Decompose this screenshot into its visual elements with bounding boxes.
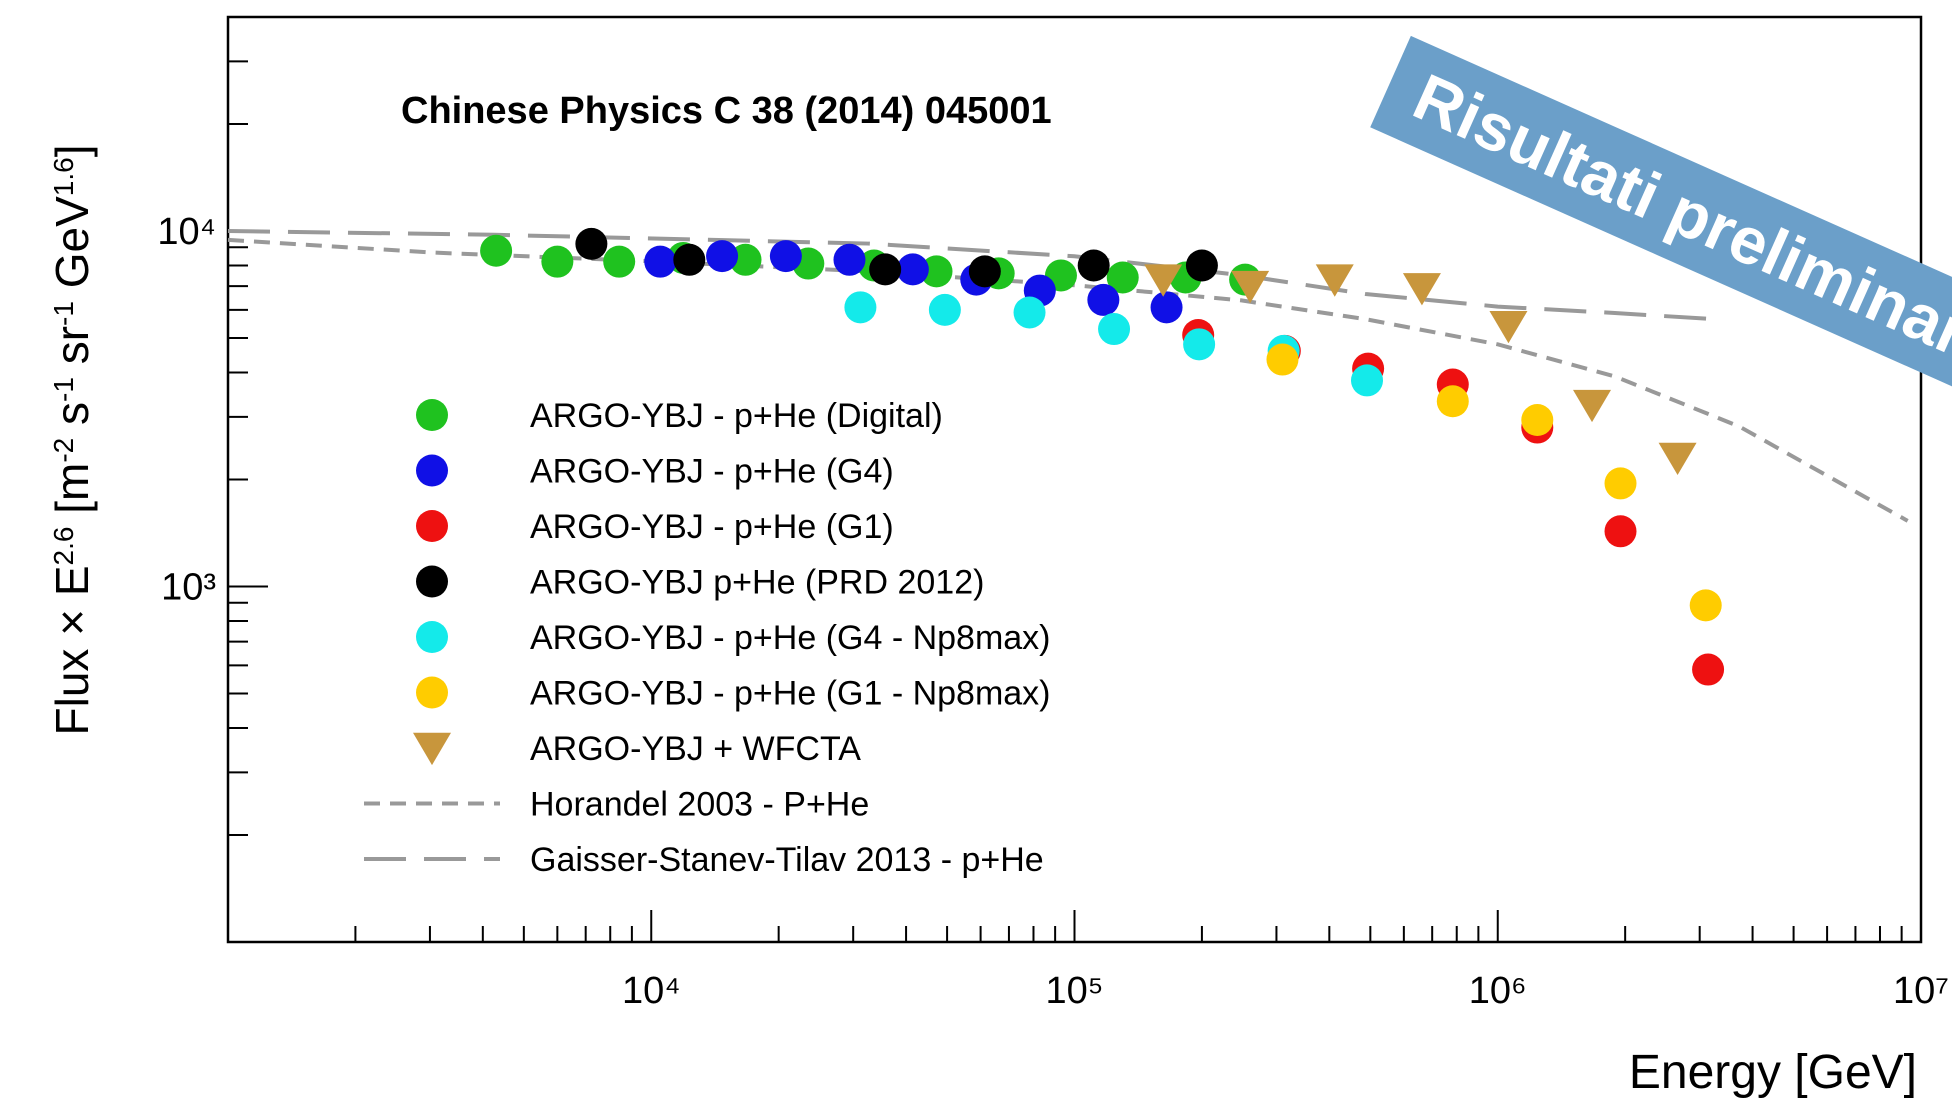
legend-label: ARGO-YBJ - p+He (G1) — [530, 508, 894, 546]
y-label-part: sr — [46, 326, 98, 377]
legend-entry: ARGO-YBJ - p+He (Digital) — [416, 397, 943, 435]
legend-label: ARGO-YBJ + WFCTA — [530, 730, 861, 768]
y-tick-label: 10⁴ — [157, 211, 216, 253]
y-axis-label: Flux × E2.6 [m-2 s-1 sr-1 GeV1.6] — [46, 145, 98, 736]
data-point — [1098, 313, 1130, 345]
data-point — [1690, 589, 1722, 621]
data-point — [541, 246, 573, 278]
legend-label: ARGO-YBJ - p+He (G4 - Np8max) — [530, 619, 1051, 657]
x-tick-label: 10⁷ — [1893, 970, 1949, 1012]
data-point — [1351, 364, 1383, 396]
y-tick-label: 10³ — [161, 567, 216, 609]
legend-entry: ARGO-YBJ - p+He (G4 - Np8max) — [416, 619, 1051, 657]
data-point — [833, 244, 865, 276]
y-label-part: ] — [46, 145, 98, 158]
data-point — [869, 253, 901, 285]
banner: Risultati preliminari — [1370, 36, 1952, 493]
data-point — [1316, 264, 1354, 296]
data-point — [1489, 311, 1527, 343]
data-point — [1573, 390, 1611, 422]
chart: Chinese Physics C 38 (2014) 045001 Energ… — [0, 0, 1952, 1105]
legend-label: Gaisser-Stanev-Tilav 2013 - p+He — [530, 841, 1044, 879]
legend-label: ARGO-YBJ p+He (PRD 2012) — [530, 564, 984, 602]
annotation: Chinese Physics C 38 (2014) 045001 — [401, 90, 1052, 132]
legend-entry: ARGO-YBJ + WFCTA — [413, 730, 861, 768]
data-point — [603, 246, 635, 278]
data-point — [1437, 385, 1469, 417]
legend-marker — [416, 399, 448, 431]
legend-label: ARGO-YBJ - p+He (Digital) — [530, 397, 943, 435]
legend-marker — [416, 677, 448, 709]
data-point — [1605, 515, 1637, 547]
data-point — [575, 228, 607, 260]
data-point — [897, 253, 929, 285]
y-label-part: Flux × E — [46, 565, 98, 735]
legend-marker — [413, 733, 451, 765]
y-label-part: 2.6 — [48, 527, 79, 566]
legend-label: Horandel 2003 - P+He — [530, 786, 869, 824]
data-point — [844, 291, 876, 323]
legend-entry: Horandel 2003 - P+He — [364, 786, 869, 824]
data-point — [673, 244, 705, 276]
data-point — [1078, 249, 1110, 281]
y-label-part: [m — [46, 463, 98, 527]
y-label-part: -1 — [48, 301, 79, 326]
data-point — [969, 255, 1001, 287]
y-label-part: GeV — [46, 196, 98, 301]
data-point — [1521, 404, 1553, 436]
data-point — [929, 294, 961, 326]
data-point — [1692, 654, 1724, 686]
x-tick-label: 10⁵ — [1045, 970, 1103, 1012]
data-point — [480, 235, 512, 267]
x-axis-label: Energy [GeV] — [1629, 1046, 1917, 1099]
legend-label: ARGO-YBJ - p+He (G4) — [530, 453, 894, 491]
data-point — [1014, 296, 1046, 328]
legend-label: ARGO-YBJ - p+He (G1 - Np8max) — [530, 675, 1051, 713]
x-tick-label: 10⁴ — [622, 970, 681, 1012]
data-point — [1183, 328, 1215, 360]
data-point — [706, 240, 738, 272]
y-label-part: -2 — [48, 438, 79, 463]
legend-entry: ARGO-YBJ - p+He (G1 - Np8max) — [416, 675, 1051, 713]
legend-marker — [416, 510, 448, 542]
data-point — [1151, 291, 1183, 323]
legend-marker — [416, 621, 448, 653]
legend-marker — [416, 455, 448, 487]
data-point — [1087, 284, 1119, 316]
y-label-part: 1.6 — [48, 157, 79, 196]
legend-marker — [416, 566, 448, 598]
data-point — [644, 246, 676, 278]
data-point — [1186, 249, 1218, 281]
legend-entry: Gaisser-Stanev-Tilav 2013 - p+He — [364, 841, 1044, 879]
data-point — [1266, 344, 1298, 376]
legend-entry: ARGO-YBJ - p+He (G1) — [416, 508, 894, 546]
y-label-part: s — [46, 402, 98, 438]
banner-text: Risultati preliminari — [1403, 59, 1952, 377]
legend-entry: ARGO-YBJ - p+He (G4) — [416, 453, 894, 491]
legend-entry: ARGO-YBJ p+He (PRD 2012) — [416, 564, 984, 602]
data-point — [1659, 443, 1697, 475]
x-tick-label: 10⁶ — [1469, 970, 1527, 1012]
y-label-part: -1 — [48, 377, 79, 402]
data-point — [1605, 467, 1637, 499]
page: {"chart_data": { "type": "scatter", "ann… — [0, 0, 1952, 1105]
data-point — [770, 240, 802, 272]
